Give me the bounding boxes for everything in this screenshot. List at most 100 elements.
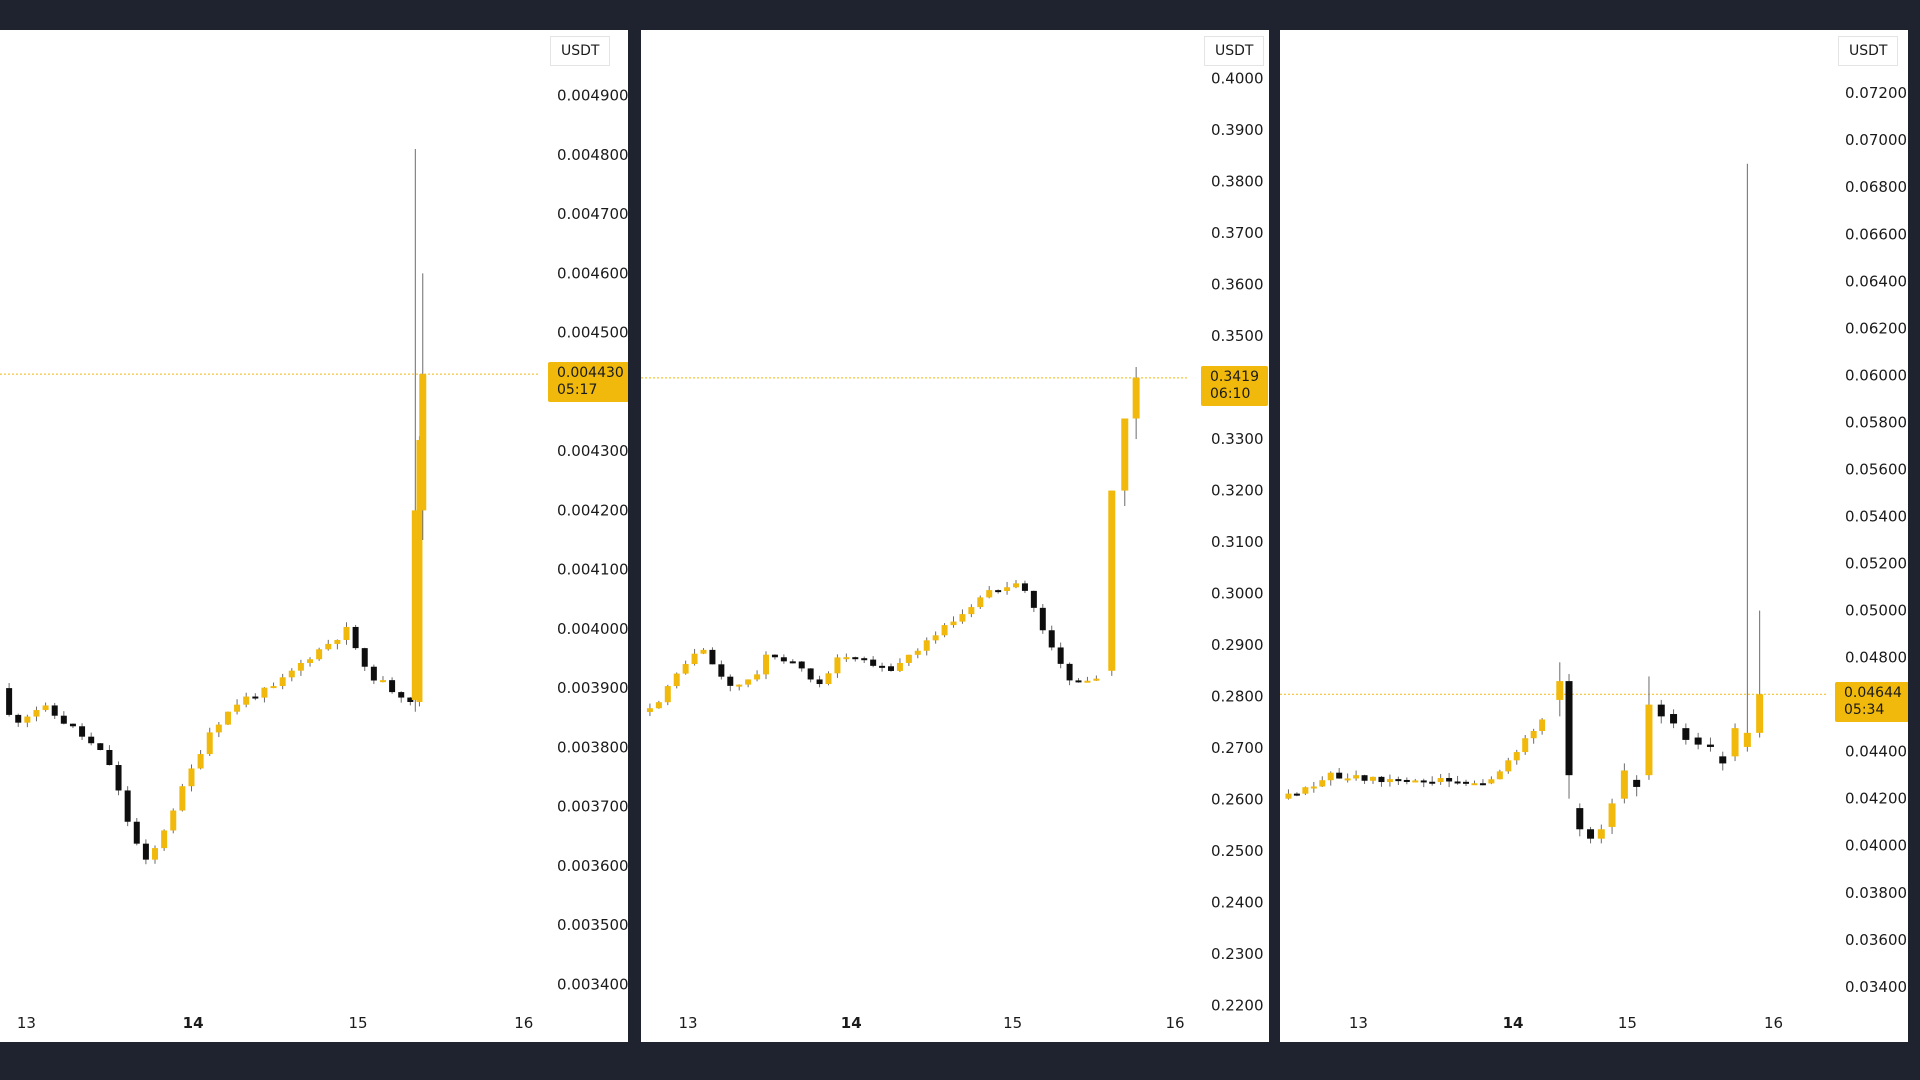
- candle: [1446, 772, 1453, 788]
- y-tick-label: 0.04800: [1845, 649, 1907, 667]
- x-tick-label: 13: [1349, 1014, 1368, 1032]
- candle: [968, 604, 975, 618]
- candle: [1412, 778, 1419, 783]
- y-tick-label: 0.03600: [1845, 931, 1907, 949]
- y-tick-label: 0.3700: [1211, 224, 1264, 242]
- x-tick-label: 14: [183, 1014, 204, 1032]
- candle: [106, 745, 113, 766]
- candle: [1344, 773, 1351, 783]
- y-tick-label: 0.06000: [1845, 366, 1907, 384]
- candle: [1327, 771, 1334, 786]
- x-tick-label: 16: [514, 1014, 533, 1032]
- candle: [995, 589, 1002, 594]
- candle: [1302, 786, 1309, 796]
- candle: [297, 659, 304, 676]
- x-tick-label: 15: [348, 1014, 367, 1032]
- y-tick-label: 0.003900: [557, 679, 628, 697]
- candle: [352, 624, 359, 650]
- candle: [843, 653, 850, 662]
- y-tick-label: 0.04200: [1845, 790, 1907, 808]
- candle: [1132, 367, 1140, 440]
- candle: [1488, 776, 1495, 785]
- y-tick-label: 0.05000: [1845, 602, 1907, 620]
- y-tick-label: 0.03800: [1845, 884, 1907, 902]
- current-price-badge: 0.004430 05:17: [548, 362, 628, 403]
- candle: [1505, 757, 1512, 774]
- y-tick-label: 0.003700: [557, 798, 628, 816]
- candle: [370, 664, 377, 685]
- candle: [206, 727, 213, 756]
- y-tick-label: 0.2600: [1211, 790, 1264, 808]
- candle: [188, 764, 195, 792]
- candle: [1093, 675, 1100, 681]
- candle: [79, 723, 86, 741]
- x-tick-label: 14: [841, 1014, 862, 1032]
- candle: [1522, 734, 1529, 755]
- candle: [932, 631, 939, 644]
- y-tick-label: 0.3300: [1211, 430, 1264, 448]
- candle: [1353, 770, 1360, 781]
- candle: [789, 659, 796, 664]
- x-tick-label: 15: [1003, 1014, 1022, 1032]
- candle: [1719, 751, 1727, 771]
- candle: [941, 623, 948, 638]
- candle: [389, 677, 396, 694]
- candlestick-chart-3[interactable]: 0.07200 0.07000 0.06800 0.06600 0.06400 0.062…: [1280, 30, 1908, 1042]
- candle: [88, 732, 95, 746]
- x-tick-label: 13: [678, 1014, 697, 1032]
- candle: [923, 637, 930, 656]
- candle: [852, 656, 859, 662]
- candle: [1597, 824, 1605, 844]
- candle: [1576, 803, 1584, 837]
- candle: [379, 676, 386, 683]
- candle: [261, 687, 268, 703]
- y-tick-label: 0.05200: [1845, 555, 1907, 573]
- candle: [682, 660, 689, 675]
- candle: [914, 648, 921, 659]
- y-tick-label: 0.03400: [1845, 978, 1907, 996]
- candle: [325, 639, 332, 651]
- candle: [977, 595, 984, 609]
- candle: [798, 661, 805, 672]
- candle: [224, 711, 231, 726]
- candle: [15, 713, 22, 727]
- candle: [1633, 775, 1641, 797]
- candle: [1756, 610, 1764, 738]
- candle: [133, 817, 140, 846]
- candle: [1565, 674, 1573, 799]
- candle: [1403, 777, 1410, 785]
- candle: [709, 647, 716, 665]
- candle: [834, 654, 841, 678]
- candle: [1386, 774, 1393, 787]
- candle: [673, 672, 680, 689]
- candle: [179, 783, 186, 812]
- candle: [97, 743, 104, 751]
- candle: [1370, 776, 1377, 784]
- candle: [986, 586, 993, 599]
- candle: [1743, 163, 1751, 752]
- candlestick-chart-1[interactable]: 0.004900 0.004800 0.004700 0.004600 0.004500…: [0, 30, 628, 1042]
- candle: [718, 660, 725, 680]
- y-tick-label: 0.004300: [557, 442, 628, 460]
- candle: [1645, 676, 1653, 780]
- y-tick-label: 0.3500: [1211, 327, 1264, 345]
- candle: [646, 703, 653, 717]
- candle: [950, 616, 957, 628]
- candle: [1378, 776, 1385, 787]
- candle: [870, 656, 877, 668]
- candle: [1587, 826, 1595, 844]
- candle: [1479, 779, 1486, 786]
- x-tick-label: 16: [1165, 1014, 1184, 1032]
- candle: [1454, 775, 1461, 785]
- y-tick-label: 0.06400: [1845, 272, 1907, 290]
- y-tick-label: 0.04000: [1845, 837, 1907, 855]
- candlestick-chart-2[interactable]: 0.4000 0.3900 0.3800 0.3700 0.3600 0.3500 0.33…: [641, 30, 1269, 1042]
- candle: [664, 684, 671, 706]
- candle: [1731, 723, 1739, 762]
- candle-countdown: 05:34: [1844, 702, 1885, 719]
- y-tick-label: 0.004900: [557, 87, 628, 105]
- candle: [1108, 490, 1116, 676]
- candle: [1004, 581, 1011, 595]
- candle: [142, 839, 149, 865]
- candle: [1066, 662, 1073, 686]
